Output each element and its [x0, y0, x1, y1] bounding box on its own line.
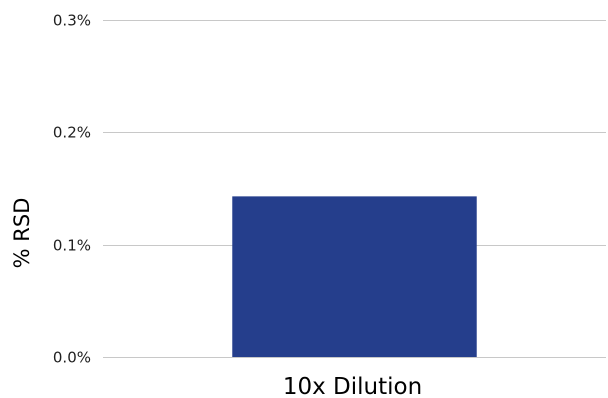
y-tick-label: 0.1%	[53, 237, 91, 255]
bar	[232, 196, 477, 357]
bars	[232, 196, 477, 357]
y-tick-label: 0.3%	[53, 12, 91, 30]
y-axis-title: % RSD	[10, 198, 34, 269]
x-tick-labels: 10x Dilution	[283, 374, 422, 398]
y-tick-label: 0.2%	[53, 124, 91, 142]
y-tick-label: 0.0%	[53, 349, 91, 367]
y-tick-labels: 0.0% 0.1% 0.2% 0.3%	[53, 12, 91, 367]
x-tick-label: 10x Dilution	[283, 374, 422, 398]
gridlines	[103, 20, 606, 358]
